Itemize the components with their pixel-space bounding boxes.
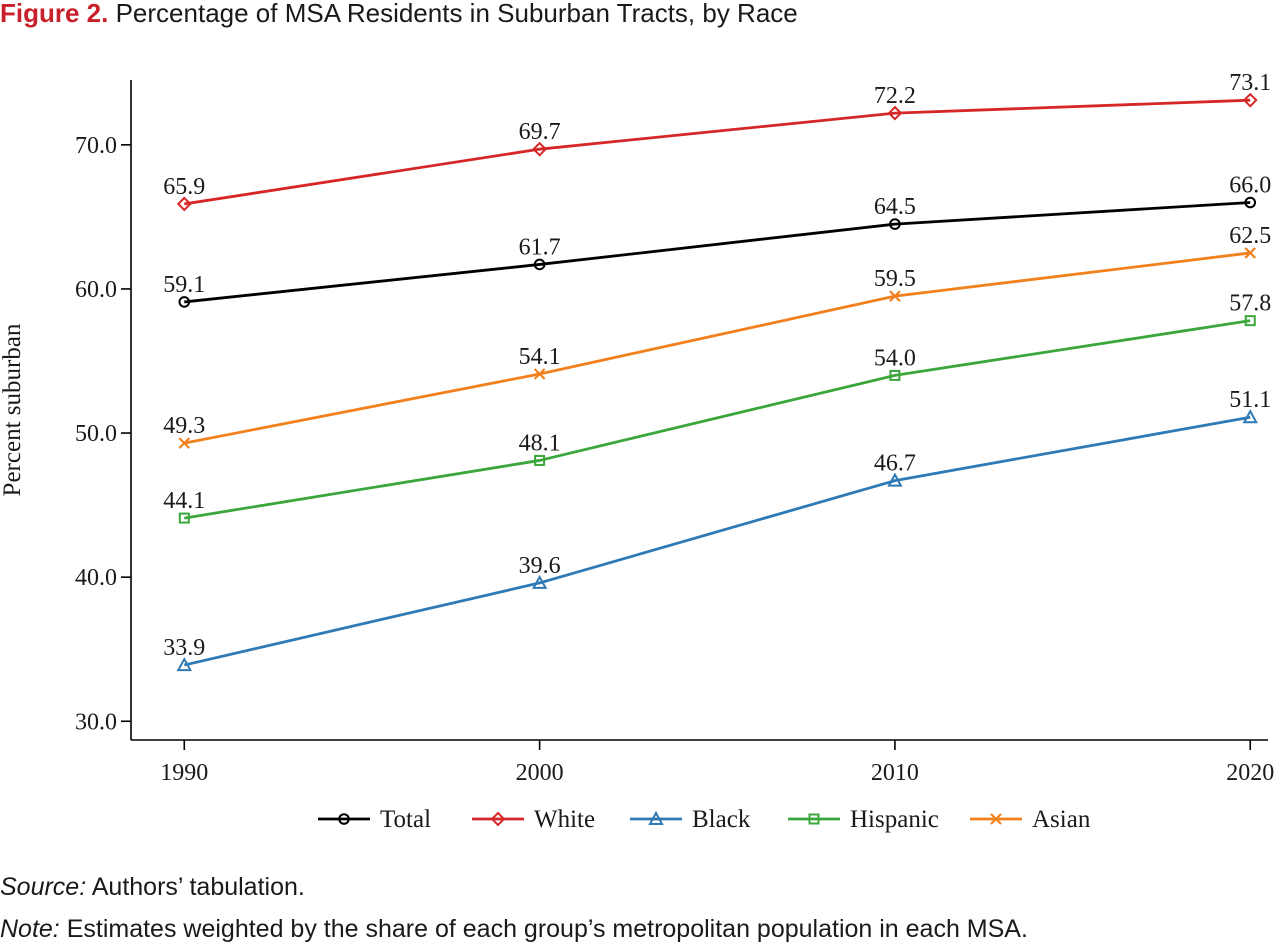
data-label-hispanic: 54.0 xyxy=(874,345,916,371)
y-tick-label: 70.0 xyxy=(75,133,117,159)
legend-label-hispanic: Hispanic xyxy=(850,806,939,833)
data-point-asian xyxy=(1244,247,1257,259)
line-chart: 30.0 40.0 50.0 60.0 70.0 1990 2000 2010 2020 Pe… xyxy=(0,70,1274,833)
legend-marker-hispanic xyxy=(808,813,820,825)
data-label-total: 61.7 xyxy=(519,234,561,260)
data-label-total: 66.0 xyxy=(1229,172,1271,198)
data-label-hispanic: 44.1 xyxy=(163,488,205,514)
data-label-hispanic: 57.8 xyxy=(1229,291,1271,317)
data-point-asian xyxy=(889,290,901,302)
data-point-asian xyxy=(178,437,191,449)
data-point-total xyxy=(178,296,191,308)
x-tick-label: 2020 xyxy=(1226,760,1274,786)
x-marker-stroke xyxy=(1244,247,1257,259)
data-label-asian: 59.5 xyxy=(874,266,916,292)
y-axis-label: Percent suburban xyxy=(0,323,26,496)
legend-item-total: Total xyxy=(318,806,431,833)
data-label-black: 33.9 xyxy=(163,635,205,661)
data-point-white xyxy=(887,105,903,121)
source-lead: Source: xyxy=(0,873,87,901)
legend-label-black: Black xyxy=(692,806,751,833)
data-point-total xyxy=(533,258,546,271)
data-label-hispanic: 48.1 xyxy=(519,430,561,456)
data-label-black: 46.7 xyxy=(874,451,916,477)
data-label-total: 64.5 xyxy=(874,194,916,220)
data-label-total: 59.1 xyxy=(163,272,205,298)
data-point-hispanic xyxy=(534,454,546,466)
source-text: Authors’ tabulation. xyxy=(86,873,305,901)
chart-legend: Total White Black Hispanic Asian xyxy=(318,806,1091,833)
legend-item-black: Black xyxy=(630,806,751,833)
legend-marker-white xyxy=(490,811,506,827)
series-line-asian xyxy=(184,251,1251,445)
chart-axes xyxy=(130,80,1268,741)
legend-item-white: White xyxy=(472,806,595,833)
series-line-black xyxy=(183,415,1251,667)
data-label-white: 73.1 xyxy=(1229,70,1271,96)
data-label-asian: 54.1 xyxy=(519,344,561,370)
y-tick-label: 60.0 xyxy=(75,277,117,303)
data-point-white xyxy=(532,141,548,157)
data-label-black: 51.1 xyxy=(1229,387,1271,413)
figure-title-text: Percentage of MSA Residents in Suburban … xyxy=(115,0,798,28)
y-tick-label: 40.0 xyxy=(75,565,117,591)
series-line-hispanic xyxy=(184,319,1251,520)
data-point-black xyxy=(531,574,548,589)
x-marker-stroke xyxy=(533,368,546,380)
x-marker-stroke xyxy=(889,290,901,302)
y-axis-ticks: 30.0 40.0 50.0 60.0 70.0 xyxy=(75,133,131,735)
y-tick-label: 30.0 xyxy=(75,709,117,735)
estimates-note: Note: Estimates weighted by the share of… xyxy=(0,914,1028,944)
series-lines xyxy=(183,98,1251,667)
data-label-asian: 62.5 xyxy=(1229,223,1271,249)
data-label-asian: 49.3 xyxy=(163,413,205,439)
legend-item-hispanic: Hispanic xyxy=(788,806,939,833)
data-point-total xyxy=(1244,196,1257,209)
note-text: Estimates weighted by the share of each … xyxy=(59,915,1028,943)
legend-marker-asian xyxy=(990,813,1002,825)
data-point-hispanic xyxy=(178,512,190,524)
data-point-white xyxy=(176,196,192,212)
data-point-white xyxy=(1242,92,1258,108)
series-line-white xyxy=(184,98,1251,206)
legend-label-white: White xyxy=(534,806,595,833)
data-label-black: 39.6 xyxy=(519,553,561,579)
data-label-white: 65.9 xyxy=(163,174,205,200)
data-point-hispanic xyxy=(1244,315,1256,327)
y-tick-label: 50.0 xyxy=(75,421,117,447)
legend-marker-black xyxy=(648,810,664,825)
data-point-black xyxy=(1242,409,1258,424)
data-point-black xyxy=(887,472,903,487)
figure-title: Figure 2. Percentage of MSA Residents in… xyxy=(0,0,798,30)
data-label-white: 69.7 xyxy=(519,119,561,145)
source-note: Source: Authors’ tabulation. xyxy=(0,872,305,902)
x-axis-ticks: 1990 2000 2010 2020 xyxy=(160,740,1274,786)
x-tick-label: 1990 xyxy=(160,760,208,786)
data-point-black xyxy=(176,656,192,672)
x-tick-label: 2000 xyxy=(516,760,564,786)
legend-item-asian: Asian xyxy=(970,806,1091,833)
series-line-total xyxy=(184,201,1251,304)
data-label-white: 72.2 xyxy=(874,83,916,109)
data-point-hispanic xyxy=(889,369,901,381)
data-labels: 59.1 61.7 64.5 66.0 65.9 69.7 72.2 73.1 33.9 39.6… xyxy=(163,70,1271,661)
note-lead: Note: xyxy=(0,915,60,943)
data-point-asian xyxy=(533,368,546,380)
legend-marker-total xyxy=(338,813,350,825)
legend-label-total: Total xyxy=(380,806,431,833)
x-marker-stroke xyxy=(178,437,191,449)
series-markers xyxy=(176,92,1258,672)
x-marker-stroke xyxy=(990,813,1002,825)
figure-number: Figure 2. xyxy=(0,0,109,28)
legend-label-asian: Asian xyxy=(1032,806,1091,833)
data-point-total xyxy=(889,218,901,230)
x-tick-label: 2010 xyxy=(871,760,919,786)
